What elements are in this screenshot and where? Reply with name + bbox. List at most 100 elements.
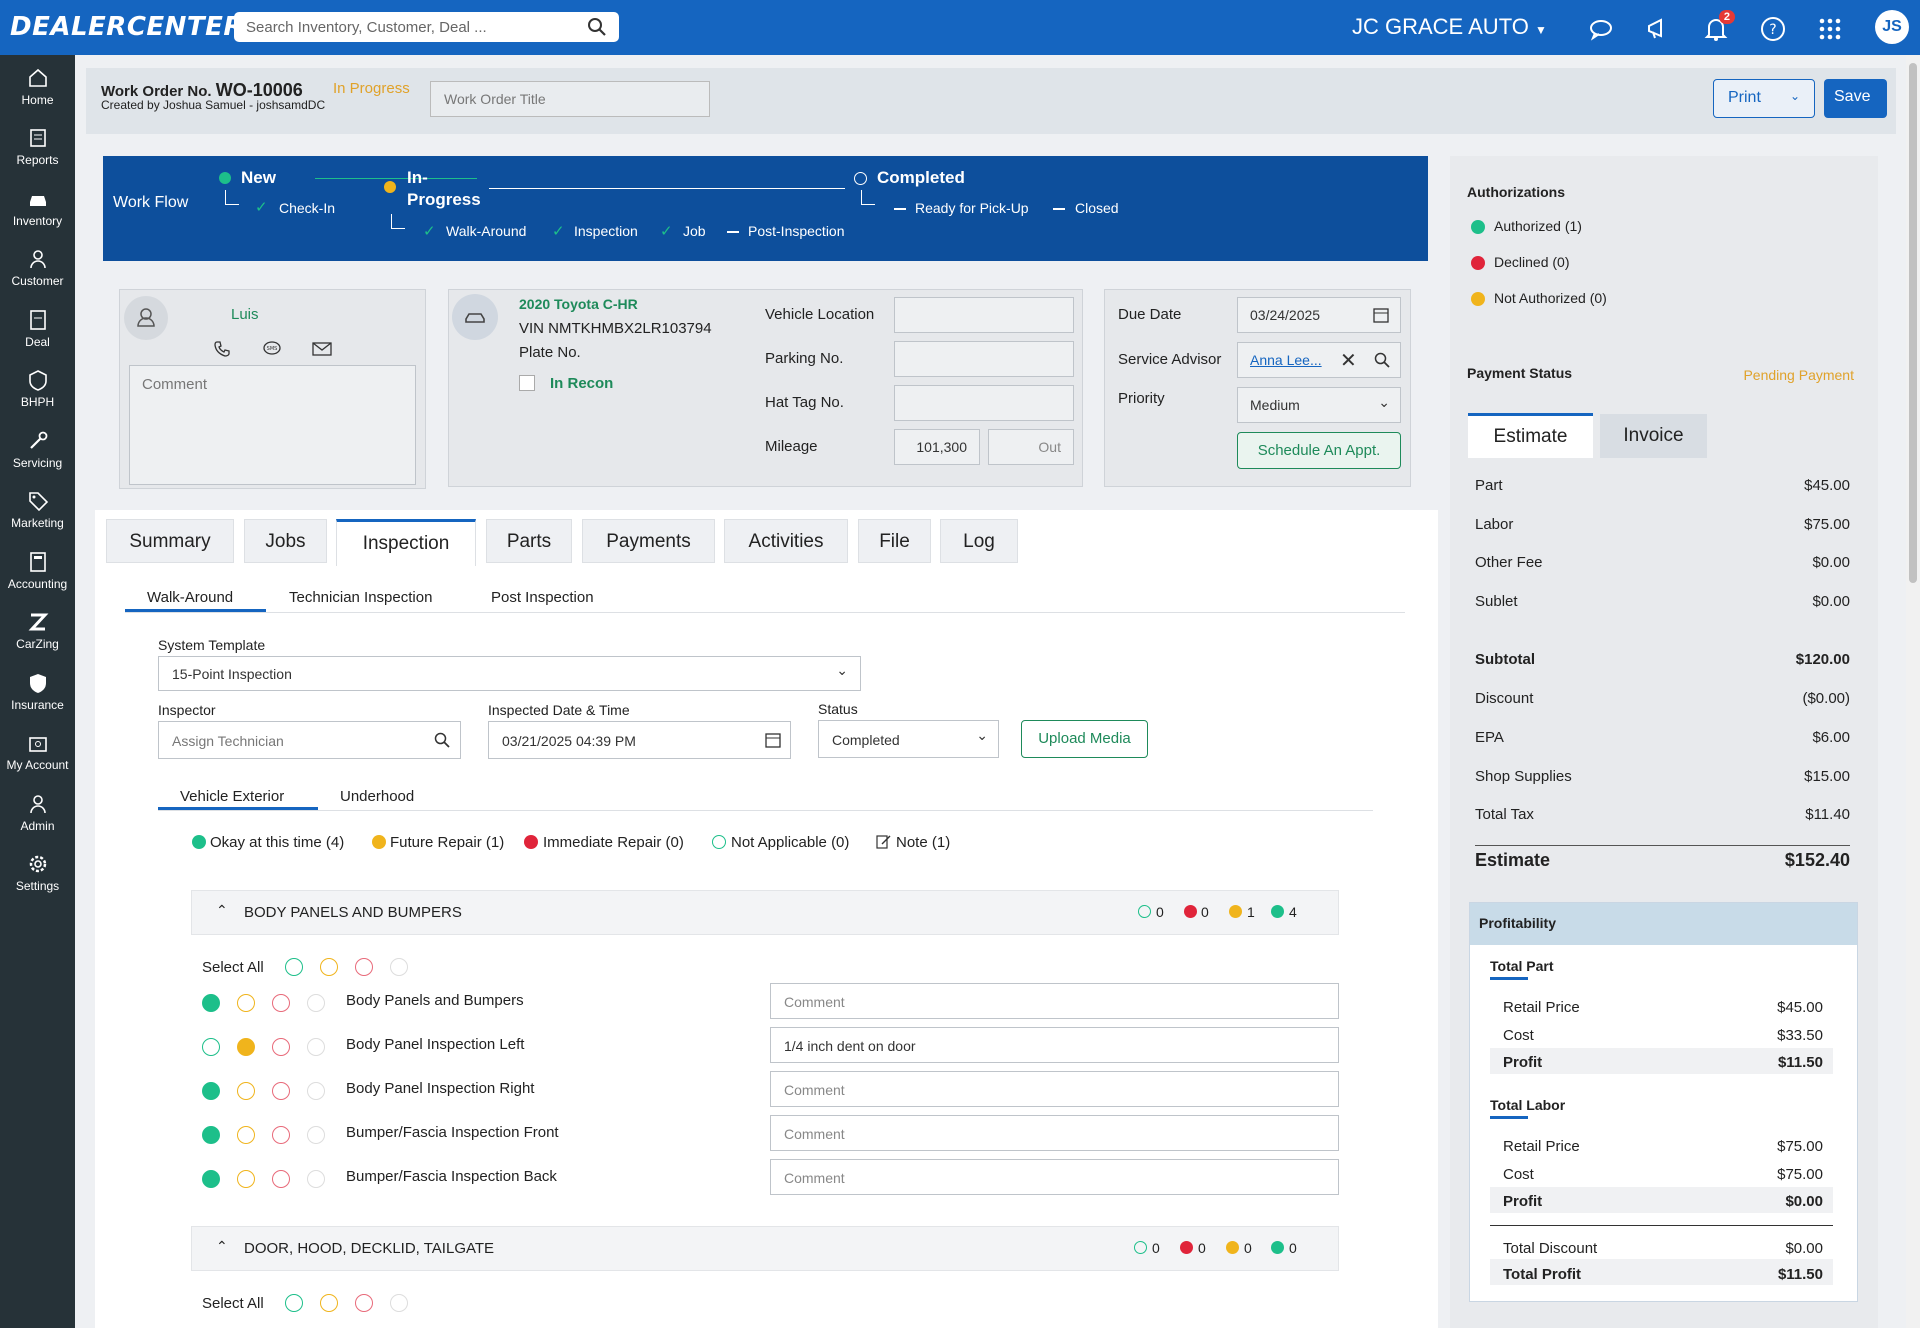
select-all-ok[interactable]: [285, 958, 303, 976]
global-search-input[interactable]: Search Inventory, Customer, Deal ...: [234, 12, 619, 42]
clear-icon[interactable]: ✕: [1340, 350, 1357, 372]
status-radio-immediate[interactable]: [272, 1126, 290, 1144]
status-radio-ok[interactable]: [202, 1126, 220, 1144]
subtab-walk-around[interactable]: Walk-Around: [147, 589, 234, 606]
sidebar-item-admin[interactable]: Admin: [0, 793, 75, 833]
due-date-input[interactable]: 03/24/2025: [1237, 297, 1401, 333]
email-icon[interactable]: [312, 341, 332, 357]
inspector-input[interactable]: Assign Technician: [158, 721, 461, 759]
tab-file[interactable]: File: [858, 519, 931, 563]
status-select[interactable]: Completed ⌄: [818, 720, 999, 758]
sidebar-item-servicing[interactable]: Servicing: [0, 430, 75, 470]
status-radio-ok[interactable]: [202, 1170, 220, 1188]
select-all-immediate[interactable]: [355, 958, 373, 976]
select-all-ok[interactable]: [285, 1294, 303, 1312]
status-radio-na[interactable]: [307, 1082, 325, 1100]
select-all-na[interactable]: [390, 1294, 408, 1312]
calendar-icon[interactable]: [764, 731, 782, 749]
advisor-link[interactable]: Anna Lee...: [1250, 352, 1322, 368]
upload-media-button[interactable]: Upload Media: [1021, 720, 1148, 758]
page-scrollbar[interactable]: [1906, 55, 1920, 1328]
sidebar-item-customer[interactable]: Customer: [0, 248, 75, 288]
select-all-na[interactable]: [390, 958, 408, 976]
status-radio-na[interactable]: [307, 994, 325, 1012]
inspection-item-comment[interactable]: 1/4 inch dent on door: [770, 1027, 1339, 1063]
save-button[interactable]: Save: [1824, 79, 1887, 118]
priority-select[interactable]: Medium ⌄: [1237, 387, 1401, 423]
status-radio-ok[interactable]: [202, 1038, 220, 1056]
sidebar-item-carzing[interactable]: CarZing: [0, 611, 75, 651]
customer-comment-input[interactable]: Comment: [129, 365, 416, 485]
sidebar-item-reports[interactable]: Reports: [0, 127, 75, 167]
search-icon[interactable]: [434, 732, 450, 748]
status-radio-ok[interactable]: [202, 994, 220, 1012]
tab-jobs[interactable]: Jobs: [244, 519, 327, 563]
notifications-button[interactable]: 2: [1703, 10, 1735, 42]
sidebar-item-deal[interactable]: Deal: [0, 309, 75, 349]
vehicle-location-input[interactable]: [894, 297, 1074, 333]
sidebar-item-insurance[interactable]: Insurance: [0, 672, 75, 712]
status-radio-na[interactable]: [307, 1038, 325, 1056]
status-radio-future[interactable]: [237, 1082, 255, 1100]
area-tab-vehicle-exterior[interactable]: Vehicle Exterior: [180, 788, 285, 805]
hattag-input[interactable]: [894, 385, 1074, 421]
mileage-out-input[interactable]: Out: [988, 429, 1074, 465]
chevron-up-icon[interactable]: ⌃: [216, 1238, 228, 1254]
template-select[interactable]: 15-Point Inspection ⌄: [158, 656, 861, 691]
chevron-up-icon[interactable]: ⌃: [216, 902, 228, 918]
in-recon-checkbox[interactable]: [519, 375, 535, 391]
select-all-future[interactable]: [320, 958, 338, 976]
search-icon[interactable]: [587, 17, 607, 37]
subtab-technician-inspection[interactable]: Technician Inspection: [289, 589, 433, 606]
mileage-input[interactable]: 101,300: [894, 429, 980, 465]
megaphone-icon[interactable]: [1645, 16, 1671, 42]
schedule-appt-button[interactable]: Schedule An Appt.: [1237, 432, 1401, 469]
date-input[interactable]: 03/21/2025 04:39 PM: [488, 721, 791, 759]
customer-name[interactable]: Luis: [231, 306, 259, 323]
apps-grid-icon[interactable]: [1817, 16, 1843, 42]
status-radio-immediate[interactable]: [272, 1038, 290, 1056]
phone-icon[interactable]: [213, 340, 231, 358]
sidebar-item-accounting[interactable]: Accounting: [0, 551, 75, 591]
chat-icon[interactable]: [1588, 16, 1614, 42]
sms-icon[interactable]: SMS: [262, 340, 282, 358]
tab-inspection[interactable]: Inspection: [336, 519, 476, 566]
tab-invoice[interactable]: Invoice: [1600, 414, 1707, 458]
status-radio-future[interactable]: [237, 1126, 255, 1144]
tab-activities[interactable]: Activities: [724, 519, 848, 563]
status-radio-immediate[interactable]: [272, 1170, 290, 1188]
tab-payments[interactable]: Payments: [582, 519, 715, 563]
select-all-future[interactable]: [320, 1294, 338, 1312]
sidebar-item-marketing[interactable]: Marketing: [0, 490, 75, 530]
inspection-item-comment[interactable]: Comment: [770, 983, 1339, 1019]
print-button[interactable]: Print ⌄: [1713, 79, 1815, 118]
status-radio-immediate[interactable]: [272, 994, 290, 1012]
sidebar-item-my-account[interactable]: My Account: [0, 732, 75, 772]
status-radio-na[interactable]: [307, 1126, 325, 1144]
dealer-selector[interactable]: JC GRACE AUTO ▼: [1352, 14, 1547, 40]
status-radio-immediate[interactable]: [272, 1082, 290, 1100]
inspection-item-comment[interactable]: Comment: [770, 1115, 1339, 1151]
sidebar-item-bhph[interactable]: BHPH: [0, 369, 75, 409]
parking-input[interactable]: [894, 341, 1074, 377]
inspection-item-comment[interactable]: Comment: [770, 1071, 1339, 1107]
tab-log[interactable]: Log: [940, 519, 1018, 563]
tab-summary[interactable]: Summary: [106, 519, 234, 563]
search-icon[interactable]: [1374, 352, 1390, 368]
subtab-post-inspection[interactable]: Post Inspection: [491, 589, 594, 606]
vehicle-name[interactable]: 2020 Toyota C-HR: [519, 296, 638, 312]
status-radio-na[interactable]: [307, 1170, 325, 1188]
sidebar-item-settings[interactable]: Settings: [0, 853, 75, 893]
status-radio-future[interactable]: [237, 994, 255, 1012]
user-avatar[interactable]: JS: [1875, 10, 1909, 44]
status-radio-ok[interactable]: [202, 1082, 220, 1100]
section-header[interactable]: [191, 1226, 1339, 1271]
service-advisor-input[interactable]: Anna Lee... ✕: [1237, 342, 1401, 378]
select-all-immediate[interactable]: [355, 1294, 373, 1312]
tab-estimate[interactable]: Estimate: [1468, 413, 1593, 458]
help-icon[interactable]: ?: [1760, 16, 1786, 42]
work-order-title-input[interactable]: Work Order Title: [430, 81, 710, 117]
logo[interactable]: DEALERCENTER: [10, 12, 244, 42]
status-radio-future[interactable]: [237, 1038, 255, 1056]
sidebar-item-home[interactable]: Home: [0, 67, 75, 107]
